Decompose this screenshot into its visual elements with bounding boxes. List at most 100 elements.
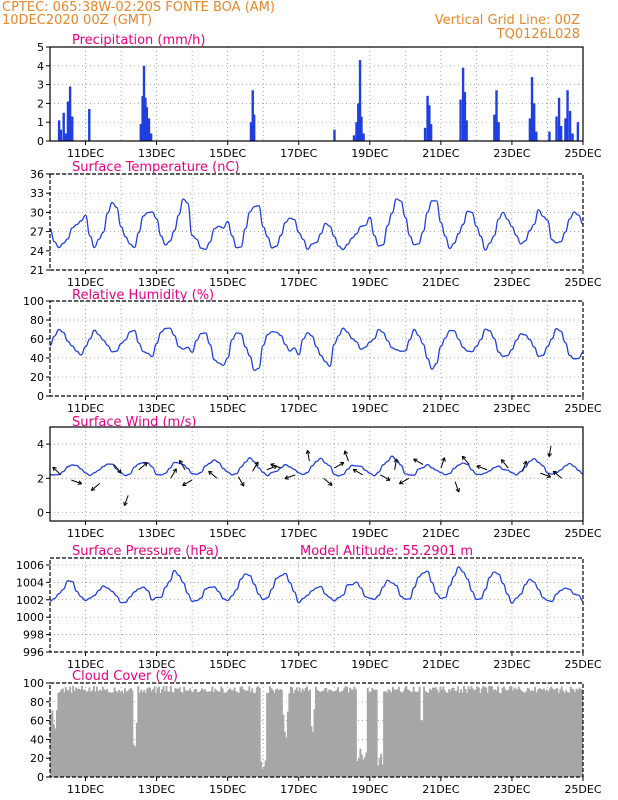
cloud-bar bbox=[201, 688, 203, 777]
x-tick-label: 11DEC bbox=[67, 527, 104, 540]
cloud-bar bbox=[412, 686, 415, 777]
cloud-bar bbox=[98, 689, 101, 777]
cloud-bar bbox=[420, 720, 423, 777]
x-tick-label: 23DEC bbox=[493, 402, 530, 415]
cloud-bar bbox=[494, 689, 497, 777]
x-tick-label: 13DEC bbox=[138, 276, 175, 289]
wind-arrow bbox=[394, 458, 398, 470]
cloud-bar bbox=[434, 687, 437, 777]
cloud-bar bbox=[483, 687, 486, 777]
cloud-bar bbox=[541, 690, 544, 777]
cloud-bar bbox=[562, 690, 565, 777]
wind-arrow bbox=[90, 483, 101, 491]
cloud-bar bbox=[183, 687, 186, 777]
precip-bar bbox=[428, 105, 431, 141]
y-tick-label: 30 bbox=[30, 206, 44, 219]
cloud-bar bbox=[221, 688, 224, 777]
cloud-bar bbox=[344, 686, 347, 777]
cloud-bar bbox=[81, 685, 83, 777]
cloud-bar bbox=[331, 690, 334, 777]
cloud-bar bbox=[414, 691, 417, 777]
precip-bar bbox=[497, 122, 500, 141]
precip-bar bbox=[357, 103, 360, 141]
precip-bar bbox=[66, 101, 70, 141]
precip-bar bbox=[566, 90, 569, 141]
x-tick-label: 25DEC bbox=[564, 276, 601, 289]
cloud-bar bbox=[489, 686, 492, 777]
cloud-bar bbox=[192, 692, 195, 777]
cloud-bar bbox=[485, 687, 488, 777]
y-tick-label: 100 bbox=[23, 677, 44, 690]
cloud-bar bbox=[332, 692, 335, 777]
cloud-bar bbox=[479, 693, 482, 777]
cloud-bar bbox=[399, 691, 402, 777]
cloud-bar bbox=[326, 692, 329, 777]
wind-arrow bbox=[500, 459, 509, 469]
precip-bar bbox=[555, 116, 558, 141]
cloud-bar bbox=[202, 690, 205, 777]
x-tick-label: 15DEC bbox=[209, 658, 246, 671]
cloud-bar bbox=[89, 691, 92, 777]
cloud-bar bbox=[209, 691, 212, 777]
cloud-bar bbox=[354, 689, 357, 777]
cloud-bar bbox=[300, 692, 303, 777]
cloud-bar bbox=[162, 685, 165, 777]
cloud-bar bbox=[220, 686, 223, 777]
panel-frame bbox=[49, 557, 584, 653]
panel-title: Surface Wind (m/s) bbox=[72, 415, 196, 430]
cloud-bar bbox=[473, 690, 476, 777]
wind-arrow bbox=[399, 477, 410, 485]
cloud-bar bbox=[57, 692, 60, 777]
cloud-bar bbox=[303, 691, 306, 777]
precip-bar bbox=[429, 124, 433, 141]
cloud-bar bbox=[245, 690, 248, 777]
wind-arrow-head bbox=[179, 459, 184, 465]
cloud-bar bbox=[260, 761, 263, 777]
cloud-bar bbox=[528, 688, 531, 777]
y-tick-label: 1002 bbox=[16, 594, 44, 607]
cloud-bar bbox=[421, 721, 424, 777]
wind-arrow-head bbox=[240, 482, 245, 487]
cloud-bar bbox=[187, 690, 190, 777]
cloud-bar bbox=[82, 689, 85, 777]
date-line: 10DEC2020 00Z (GMT) bbox=[2, 13, 153, 28]
cloud-bar bbox=[418, 686, 421, 777]
y-tick-label: 80 bbox=[30, 696, 44, 709]
cloud-bar bbox=[455, 690, 458, 777]
cloud-bar bbox=[92, 685, 95, 777]
cloud-bar bbox=[199, 691, 202, 777]
wind-arrow-head bbox=[398, 480, 404, 485]
cloud-bar bbox=[464, 689, 467, 777]
precip-bar bbox=[495, 90, 498, 141]
wind-arrow-head bbox=[547, 452, 552, 457]
cloud-bar bbox=[312, 731, 314, 777]
cloud-bar bbox=[503, 686, 505, 777]
y-tick-label: 33 bbox=[30, 187, 44, 200]
cloud-bar bbox=[457, 686, 460, 777]
y-tick-label: 0 bbox=[37, 771, 44, 784]
cloud-bar bbox=[545, 689, 548, 777]
cloud-bar bbox=[580, 688, 582, 777]
wind-arrow bbox=[123, 495, 129, 506]
cloud-bar bbox=[560, 686, 563, 777]
precip-bar bbox=[358, 60, 362, 141]
cloud-bar bbox=[474, 689, 477, 777]
cloud-bar bbox=[217, 691, 220, 777]
cloud-bar bbox=[243, 690, 246, 777]
cloud-bar bbox=[523, 693, 526, 777]
precip-bar bbox=[64, 133, 68, 141]
cloud-bar bbox=[350, 689, 353, 777]
x-tick-label: 17DEC bbox=[280, 402, 317, 415]
cloud-bar bbox=[508, 686, 511, 777]
cloud-bar bbox=[255, 687, 258, 777]
cloud-bar bbox=[440, 689, 443, 777]
cloud-bar bbox=[378, 758, 381, 777]
panel-frame bbox=[49, 300, 584, 397]
cloud-bar bbox=[227, 689, 230, 777]
cloud-bar bbox=[488, 685, 491, 777]
cloud-bar bbox=[294, 689, 297, 777]
wind-arrow-head bbox=[552, 470, 558, 476]
panel-frame bbox=[49, 682, 584, 778]
x-tick-label: 21DEC bbox=[422, 402, 459, 415]
precip-bar bbox=[530, 77, 534, 141]
